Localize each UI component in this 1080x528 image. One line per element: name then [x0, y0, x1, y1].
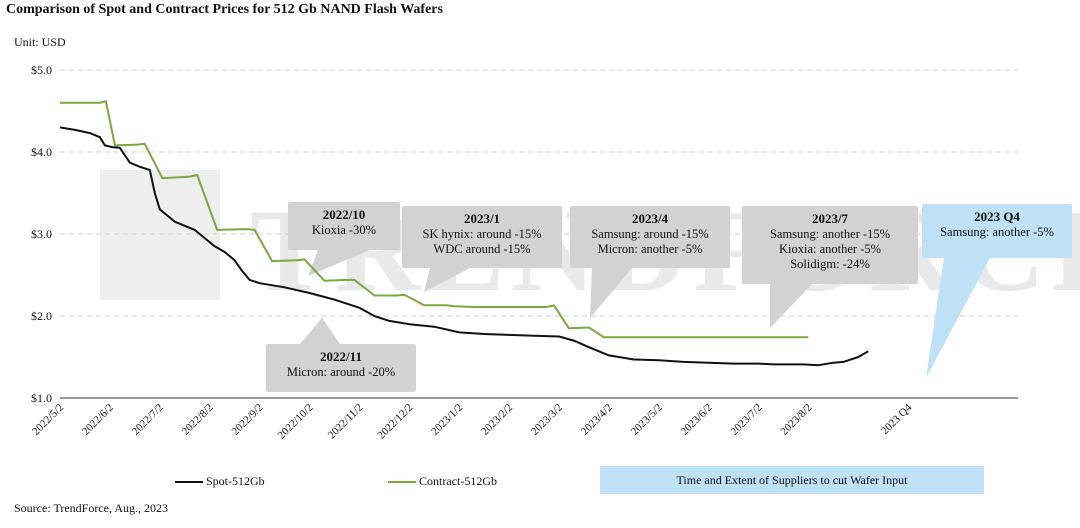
callout-pointer [590, 268, 632, 318]
y-tick-label: $3.0 [31, 227, 52, 241]
callout-pointer [926, 258, 990, 378]
x-tick-label: 2022/12/2 [375, 402, 415, 442]
x-tick-label: 2023/8/2 [778, 402, 814, 438]
callout-line: Micron: around -20% [287, 365, 395, 379]
legend-spot-swatch [175, 481, 203, 484]
contract-series-line [60, 100, 809, 339]
callout-title: 2022/11 [320, 349, 362, 364]
callout-box [266, 344, 416, 392]
callout-box [922, 204, 1072, 258]
legend-spot: Spot-512Gb [175, 474, 265, 489]
spot-series-line [59, 126, 869, 367]
source-note: Source: TrendForce, Aug., 2023 [14, 501, 168, 515]
callout-line: Samsung: another -15% [770, 227, 890, 241]
callout-box [402, 206, 562, 268]
legend-info-box: Time and Extent of Suppliers to cut Wafe… [600, 466, 984, 494]
x-tick-label: 2023/2/2 [479, 402, 515, 438]
x-tick-label: 2022/11/2 [326, 402, 366, 442]
callout-title: 2022/10 [323, 207, 366, 222]
callout-box [288, 202, 400, 250]
legend-contract-label: Contract-512Gb [419, 474, 497, 488]
x-tick-label: 2023/3/2 [529, 402, 565, 438]
x-tick-label: 2023/6/2 [679, 402, 715, 438]
callout-title: 2023/1 [464, 211, 500, 226]
legend-spot-label: Spot-512Gb [206, 474, 265, 488]
chart-title: Comparison of Spot and Contract Prices f… [6, 2, 443, 17]
x-tick-label: 2022/10/2 [276, 402, 316, 442]
x-tick-label: 2022/9/2 [230, 402, 266, 438]
callout-line: Micron: another -5% [598, 242, 703, 256]
callout-line: Solidigm: -24% [790, 257, 870, 271]
callout-line: Samsung: another -5% [940, 225, 1054, 239]
unit-label: Unit: USD [14, 35, 66, 49]
callout-pointer [308, 250, 370, 276]
y-tick-label: $4.0 [31, 145, 52, 159]
callout-line: SK hynix: around -15% [422, 227, 541, 241]
y-tick-label: $1.0 [31, 391, 52, 405]
x-tick-label: 2022/6/2 [80, 402, 116, 438]
callout-title: 2023/4 [632, 211, 669, 226]
callout-box [570, 206, 730, 268]
x-tick-label: 2023/1/2 [429, 402, 465, 438]
callout-box [742, 206, 918, 284]
x-tick-label: 2022/7/2 [130, 402, 166, 438]
callout-line: Samsung: around -15% [591, 227, 708, 241]
x-tick-label: 2023/5/2 [629, 402, 665, 438]
callout-line: Kioxia: another -5% [779, 242, 881, 256]
x-tick-label: 2023 Q4 [879, 401, 915, 437]
y-tick-label: $2.0 [31, 309, 52, 323]
callout-line: WDC around -15% [433, 242, 530, 256]
callout-title: 2023 Q4 [974, 209, 1020, 224]
legend-contract: Contract-512Gb [388, 474, 497, 489]
callout-title: 2023/7 [812, 211, 849, 226]
legend-contract-swatch [388, 481, 416, 484]
x-tick-label: 2023/7/2 [729, 402, 765, 438]
x-tick-label: 2023/4/2 [579, 402, 615, 438]
y-tick-label: $5.0 [31, 63, 52, 77]
callout-pointer [300, 318, 340, 344]
x-tick-label: 2022/8/2 [180, 402, 216, 438]
callout-line: Kioxia -30% [312, 223, 376, 237]
callout-pointer [424, 268, 470, 292]
callout-pointer [770, 284, 812, 328]
x-tick-label: 2022/5/2 [30, 402, 66, 438]
